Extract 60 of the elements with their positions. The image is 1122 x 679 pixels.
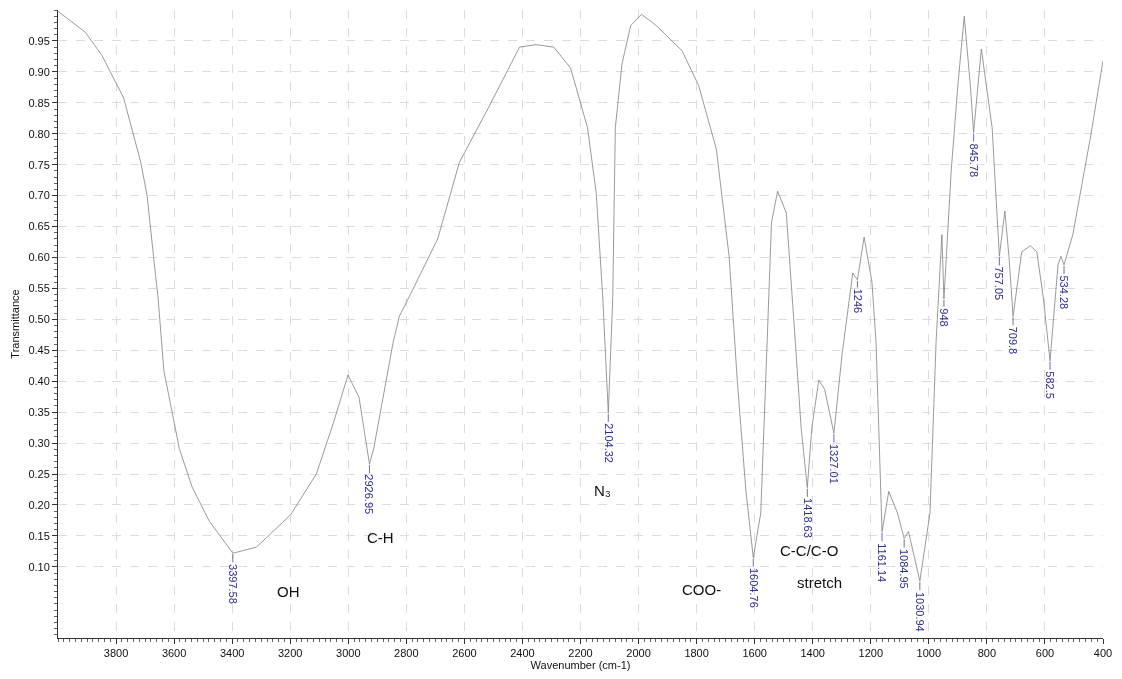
y-tick-label: 0.85 [28, 96, 50, 109]
x-tick-label: 2600 [452, 647, 477, 660]
annotation: 2104.32 [602, 423, 615, 463]
x-axis-title: Wavenumber (cm-1) [530, 659, 631, 672]
y-tick-label: 0.35 [28, 406, 50, 419]
annotation: 1084.95 [898, 548, 911, 589]
y-tick-label: 0.25 [28, 467, 50, 480]
y-tick-label: 0.95 [28, 34, 50, 47]
x-tick-label: 1000 [916, 647, 942, 660]
annotation: stretch [797, 574, 843, 591]
annotation: 757.05 [993, 266, 1006, 301]
y-tick-label: 0.15 [28, 529, 50, 542]
x-tick-label: 2400 [510, 647, 535, 660]
annotation: 845.78 [967, 143, 980, 178]
annotation: 948 [938, 308, 951, 327]
annotation: COO- [682, 581, 722, 598]
x-tick-label: 3600 [161, 647, 187, 660]
x-tick-label: 600 [1035, 647, 1055, 660]
annotation: 1418.63 [801, 498, 814, 538]
annotation: 3397.58 [226, 564, 239, 604]
y-tick-label: 0.45 [28, 344, 50, 357]
x-tick-label: 3200 [277, 647, 303, 660]
annotation: 1246 [851, 288, 864, 314]
x-tick-label: 1400 [800, 647, 825, 660]
annotation: 534.28 [1057, 275, 1070, 310]
y-tick-label: 0.55 [28, 282, 50, 295]
y-tick-label: 0.30 [28, 436, 50, 449]
y-tick-label: 0.90 [28, 65, 50, 78]
annotation: C-H [367, 529, 394, 546]
x-tick-label: 3400 [219, 647, 245, 660]
annotation: 1604.76 [747, 567, 760, 608]
annotation: OH [277, 583, 300, 600]
x-tick-label: 2800 [394, 647, 419, 660]
annotation: N₃ [594, 482, 611, 499]
y-tick-label: 0.75 [28, 158, 50, 171]
y-tick-label: 0.20 [28, 498, 50, 511]
y-axis-title: Transmittance [9, 289, 22, 359]
x-tick-label: 2000 [626, 647, 651, 660]
y-tick-label: 0.10 [28, 560, 50, 573]
y-tick-label: 0.40 [28, 375, 50, 388]
y-tick-label: 0.70 [28, 189, 50, 202]
y-tick-label: 0.80 [28, 127, 50, 140]
x-tick-label: 3000 [336, 647, 361, 660]
annotation: 709.8 [1006, 326, 1019, 355]
y-tick-label: 0.60 [28, 251, 50, 264]
x-tick-label: 2200 [568, 647, 593, 660]
annotation: 1161.14 [876, 543, 889, 583]
y-tick-label: 0.50 [28, 313, 50, 326]
x-tick-label: 1800 [684, 647, 709, 660]
x-tick-label: 3800 [103, 647, 129, 660]
x-tick-label: 800 [977, 647, 997, 660]
y-tick-label: 0.65 [28, 220, 50, 233]
annotation: 582.5 [1044, 371, 1057, 399]
annotation: 1327.01 [827, 443, 840, 484]
annotation: C-C/C-O [780, 542, 839, 559]
x-tick-label: 400 [1093, 647, 1113, 660]
x-tick-label: 1600 [742, 647, 767, 660]
annotation: 2926.95 [363, 474, 376, 515]
annotation: 1030.94 [913, 591, 926, 632]
x-tick-label: 1200 [858, 647, 884, 660]
